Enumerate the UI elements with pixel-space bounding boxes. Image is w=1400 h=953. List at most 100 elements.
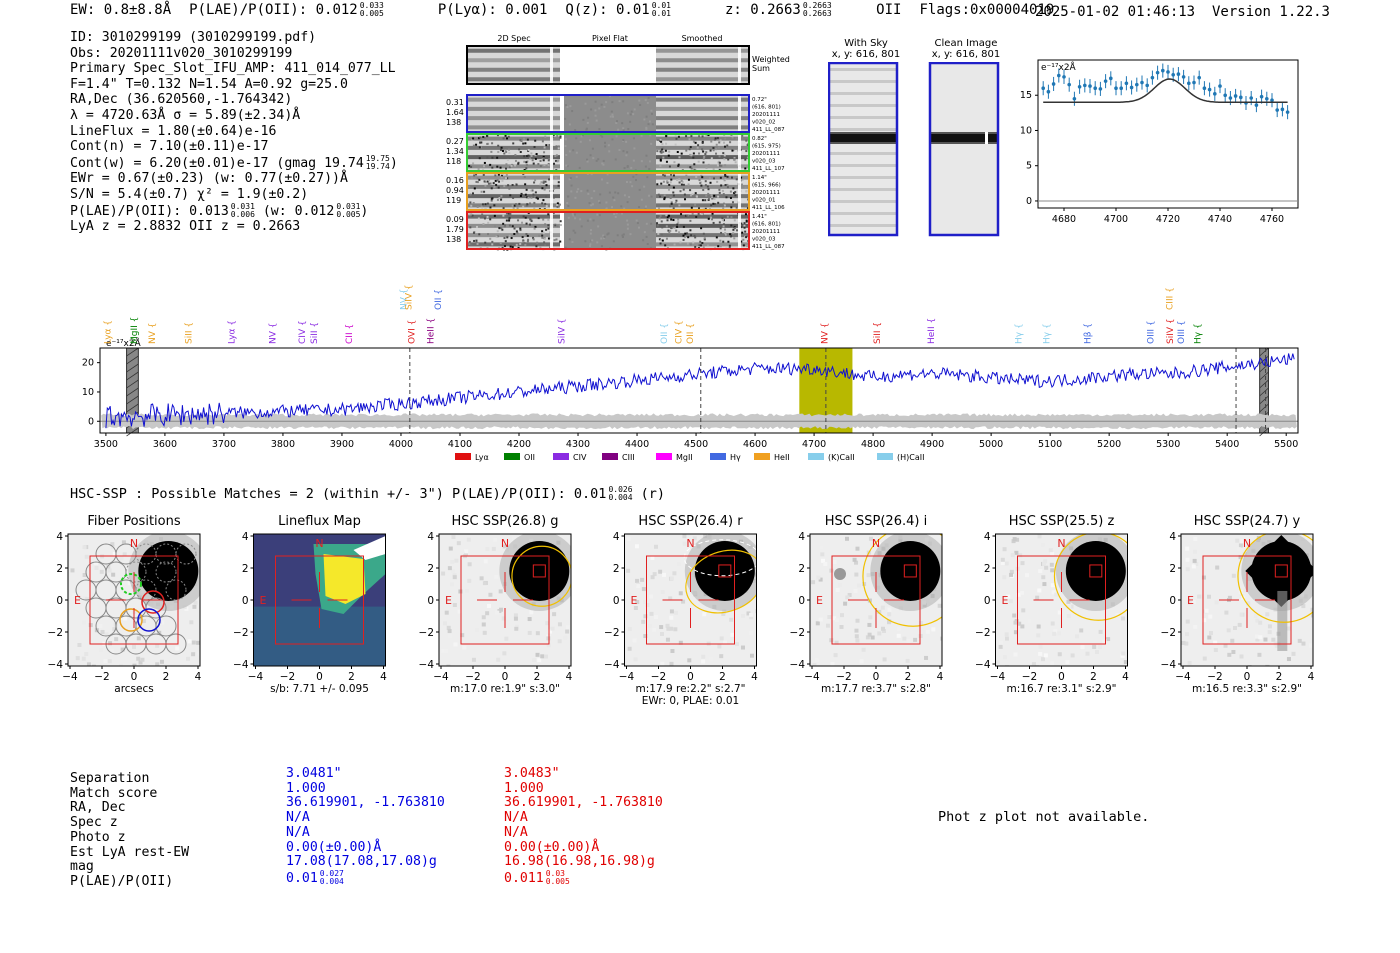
fiber-red	[141, 590, 165, 614]
legend-item: (K)CaII	[808, 453, 855, 462]
legend-item: (H)CaII	[877, 453, 924, 462]
hsc-y-tick: −2	[419, 627, 434, 639]
cutout-strip	[468, 173, 562, 212]
zoom-y-tick: 10	[1020, 125, 1032, 136]
hsc-n-label: N	[872, 537, 880, 550]
line-label: Hβ {	[1083, 323, 1093, 344]
cutout-row-meta: 20201111	[752, 229, 780, 235]
hsc-y-tick: −2	[604, 627, 619, 639]
fiber-blue	[137, 608, 161, 632]
hsc-x-tick: 0	[131, 671, 138, 683]
hsc-y-tick: 2	[1169, 563, 1176, 575]
line-label: OVI {	[408, 320, 418, 344]
hsc-y-tick: 0	[56, 595, 63, 607]
cutout-row-stat: 0.27	[446, 137, 464, 146]
match-label: mag	[70, 859, 94, 875]
cutout-row-stat: 138	[446, 235, 461, 244]
match-value: 3.0481"	[286, 766, 342, 781]
zoom-data-point	[1150, 70, 1155, 85]
match-value: 36.619901, -1.763810	[504, 795, 663, 811]
match-table-labels: Separation Match score RA, Dec Spec z Photo …	[70, 771, 190, 890]
sky-image-frame	[828, 62, 899, 237]
hsc-target-box	[1089, 564, 1103, 578]
spectrum-x-tick: 4100	[448, 439, 472, 450]
line-label: CII {	[345, 324, 355, 344]
header-version-text: Version 1.22.3	[1211, 4, 1330, 20]
line-label: Lyα {	[104, 320, 114, 344]
hsc-n-label: N	[130, 537, 138, 550]
spectrum-x-tick: 4900	[920, 439, 944, 450]
line-label: Lyα {	[228, 320, 238, 344]
hsc-x-tick: −2	[465, 671, 480, 683]
zoom-data-point	[1197, 70, 1201, 85]
match-label: Est LyA rest-EW	[70, 844, 190, 860]
hsc-aperture-box	[460, 555, 550, 645]
hsc-e-label: E	[631, 594, 638, 607]
hsc-aperture-ellipse	[685, 549, 757, 614]
hsc-aperture-circle	[511, 545, 571, 607]
zoom-data-point	[1192, 75, 1196, 90]
cutout-row-meta: 411_LL_087	[752, 127, 785, 133]
full-spectrum-chart: 3500 3600 3700 3800 3900 4000 4100 4200 4300 4400…	[82, 284, 1299, 462]
cutout-strip	[656, 95, 748, 132]
cutout-row-meta: (616, 801)	[752, 105, 781, 111]
zoom-data-point	[1254, 98, 1259, 113]
header-summary: EW: 0.8±8.8Å P(LAE)/P(OII): 0.012 0.033 0.0…	[70, 1, 1072, 19]
hsc-e-label: E	[74, 594, 81, 607]
cutout-row-meta: (615, 975)	[752, 144, 781, 150]
svg-text:MgII: MgII	[676, 453, 693, 462]
zoom-data-point	[1218, 79, 1222, 94]
svg-text:(K)CaII: (K)CaII	[828, 453, 855, 462]
match-label: RA, Dec	[70, 800, 126, 816]
hsc-x-tick: −4	[990, 671, 1006, 683]
zoom-y-tick: 15	[1020, 90, 1032, 101]
hsc-y-tick: 2	[427, 563, 434, 575]
match-label: Photo z	[70, 829, 126, 845]
hsc-e-label: E	[260, 594, 267, 607]
zoom-data-point	[1093, 81, 1097, 96]
match-value: 0.01 0.027 0.004	[286, 868, 344, 886]
svg-text:HeII: HeII	[774, 453, 790, 462]
spectrum-x-tick: 5200	[1097, 439, 1121, 450]
spectrum-x-tick: 5000	[979, 439, 1003, 450]
cutout-row-stat: 0.31	[446, 98, 464, 107]
line-label: SiII {	[873, 322, 883, 344]
header-qz: Q(z): 0.01 0.01 0.01	[565, 1, 671, 19]
header-version: 2025-01-02 01:46:13 Version 1.22.3	[1035, 4, 1330, 20]
zoom-y-tick: 0	[1026, 196, 1032, 207]
zoom-data-point	[1275, 102, 1279, 118]
hsc-e-label: E	[445, 594, 452, 607]
hsc-panel-caption: m:16.5 re:3.3" s:2.9"	[1192, 683, 1302, 695]
hsc-n-label: N	[686, 537, 694, 550]
spectrum-y-tick: 0	[88, 416, 94, 427]
hsc-panel: HSC SSP(26.4) r N E −4−4 −2 −2 0 0 2 2 4 4 m:17.9 re…	[604, 514, 758, 707]
info-radec: RA,Dec (36.620560,-1.764342)	[70, 92, 293, 108]
detection-info: ID: 3010299199 (3010299199.pdf) Obs: 202…	[70, 30, 398, 235]
hsc-n-label: N	[315, 537, 323, 550]
hsc-aperture-box	[1202, 555, 1292, 645]
hsc-x-tick: 0	[873, 671, 880, 683]
hsc-x-tick: 0	[502, 671, 509, 683]
hsc-x-tick: 0	[316, 671, 323, 683]
hsc-y-tick: 0	[427, 595, 434, 607]
match-value: 36.619901, -1.763810	[286, 795, 445, 811]
cutout-row-meta: 0.82"	[752, 136, 767, 142]
cutout-row-meta: (615, 966)	[752, 183, 781, 189]
hsc-x-tick: −4	[619, 671, 635, 683]
hsc-y-tick: 4	[242, 531, 249, 543]
header-z: z: 0.2663 0.2663 0.2663 OII	[724, 1, 902, 19]
cutout-row-stat: 0.09	[446, 215, 464, 224]
cutout-row-meta: 411_LL_107	[752, 166, 785, 172]
cutout-strip	[468, 95, 560, 132]
match-value: N/A	[504, 810, 528, 826]
zoom-data-point	[1083, 78, 1087, 93]
svg-text:CIV: CIV	[573, 453, 587, 462]
cutout-strip	[656, 46, 748, 84]
cutout-row-meta: v020_03	[752, 237, 776, 243]
hsc-y-tick: 4	[798, 531, 805, 543]
spectrum-x-tick: 4400	[625, 439, 649, 450]
match-value: 16.98(16.98,16.98)g	[504, 854, 655, 870]
zoom-data-point	[1046, 84, 1051, 99]
cutout-row-stat: 118	[446, 157, 461, 166]
